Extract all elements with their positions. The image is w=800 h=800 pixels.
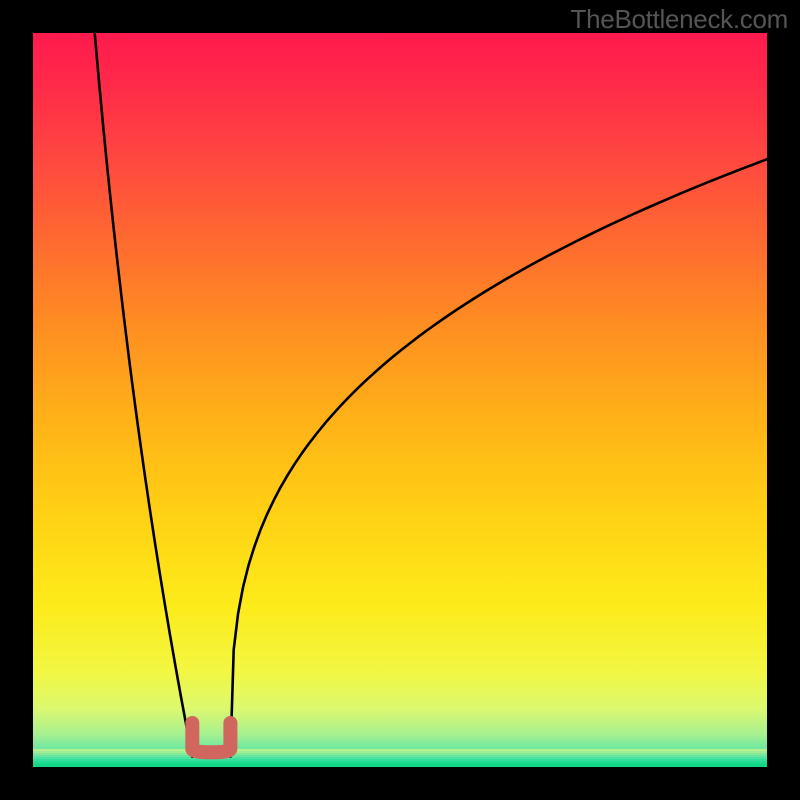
u-marker bbox=[192, 723, 230, 752]
bottleneck-curve-right bbox=[230, 159, 767, 757]
figure-root: TheBottleneck.com bbox=[0, 0, 800, 800]
bottleneck-curve-left bbox=[95, 33, 193, 757]
plot-area bbox=[33, 33, 767, 767]
watermark-text: TheBottleneck.com bbox=[571, 4, 788, 35]
curve-layer bbox=[33, 33, 767, 767]
